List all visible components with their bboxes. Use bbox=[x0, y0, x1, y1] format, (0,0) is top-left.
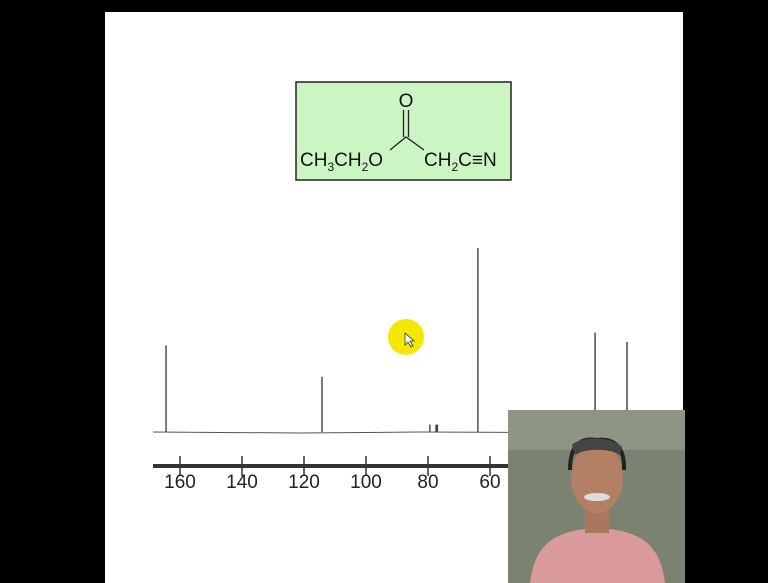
atom-text: C≡N bbox=[458, 150, 497, 171]
molecule: O CH3CH2O CH2C≡N bbox=[296, 82, 511, 180]
x-tick-label: 120 bbox=[288, 472, 320, 493]
cyanomethyl-group: CH2C≡N bbox=[424, 150, 497, 174]
x-tick-label: 160 bbox=[164, 472, 196, 493]
x-tick-label: 80 bbox=[417, 472, 438, 493]
atom-text: O bbox=[368, 150, 383, 171]
x-tick-label: 100 bbox=[350, 472, 382, 493]
screen: O CH3CH2O CH2C≡N 160 140 120 100 80 60 bbox=[0, 0, 768, 583]
moustache bbox=[584, 493, 610, 501]
webcam bbox=[508, 410, 685, 583]
cursor bbox=[388, 319, 424, 355]
face bbox=[571, 443, 623, 513]
atom-text: CH bbox=[424, 150, 451, 171]
carbonyl-oxygen: O bbox=[399, 91, 414, 112]
x-tick-label: 60 bbox=[479, 472, 500, 493]
ethoxy-group: CH3CH2O bbox=[300, 150, 383, 174]
atom-text: CH bbox=[300, 150, 327, 171]
page: {"molecule": {"carbonyl_o": "O", "left":… bbox=[0, 0, 768, 583]
atom-text: CH bbox=[334, 150, 361, 171]
x-tick-label: 140 bbox=[226, 472, 258, 493]
